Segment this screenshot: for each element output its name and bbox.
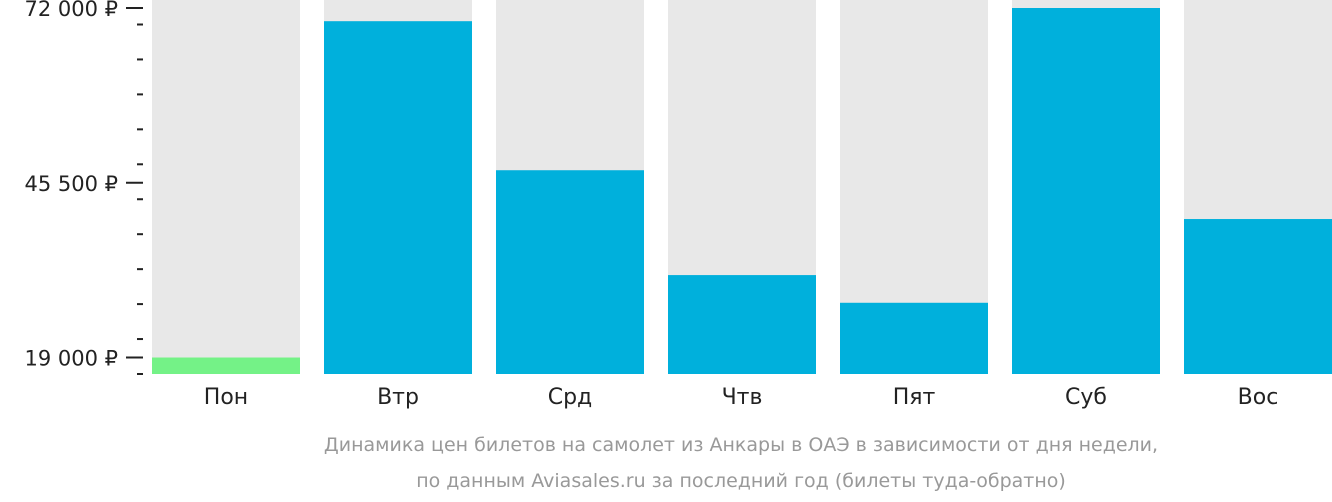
bar-track-0	[152, 0, 300, 374]
x-tick-label-6: Вос	[1238, 385, 1279, 410]
x-tick-label-0: Пон	[204, 385, 248, 410]
x-tick-label-5: Суб	[1065, 385, 1107, 410]
x-tick-label-3: Чтв	[722, 385, 763, 410]
bar-0	[152, 357, 300, 374]
y-tick-label-2: 19 000 ₽	[24, 347, 118, 371]
x-tick-label-4: Пят	[893, 385, 936, 410]
bar-1	[324, 21, 472, 375]
x-axis-labels: Пон Втр Срд Чтв Пят Суб Вос	[204, 385, 1279, 410]
x-tick-label-1: Втр	[377, 385, 419, 410]
y-tick-label-0: 72 000 ₽	[24, 0, 118, 21]
bar-4	[840, 302, 988, 374]
y-tick-label-1: 45 500 ₽	[24, 172, 118, 196]
bars	[152, 8, 1332, 375]
bar-3	[668, 275, 816, 374]
bar-2	[496, 170, 644, 374]
bar-5	[1012, 8, 1160, 374]
caption-line-1: Динамика цен билетов на самолет из Анкар…	[324, 434, 1158, 456]
bar-6	[1184, 219, 1332, 374]
x-tick-label-2: Срд	[548, 385, 593, 410]
y-axis: 72 000 ₽ 45 500 ₽ 19 000 ₽	[24, 0, 143, 375]
caption-line-2: по данным Aviasales.ru за последний год …	[416, 470, 1066, 492]
